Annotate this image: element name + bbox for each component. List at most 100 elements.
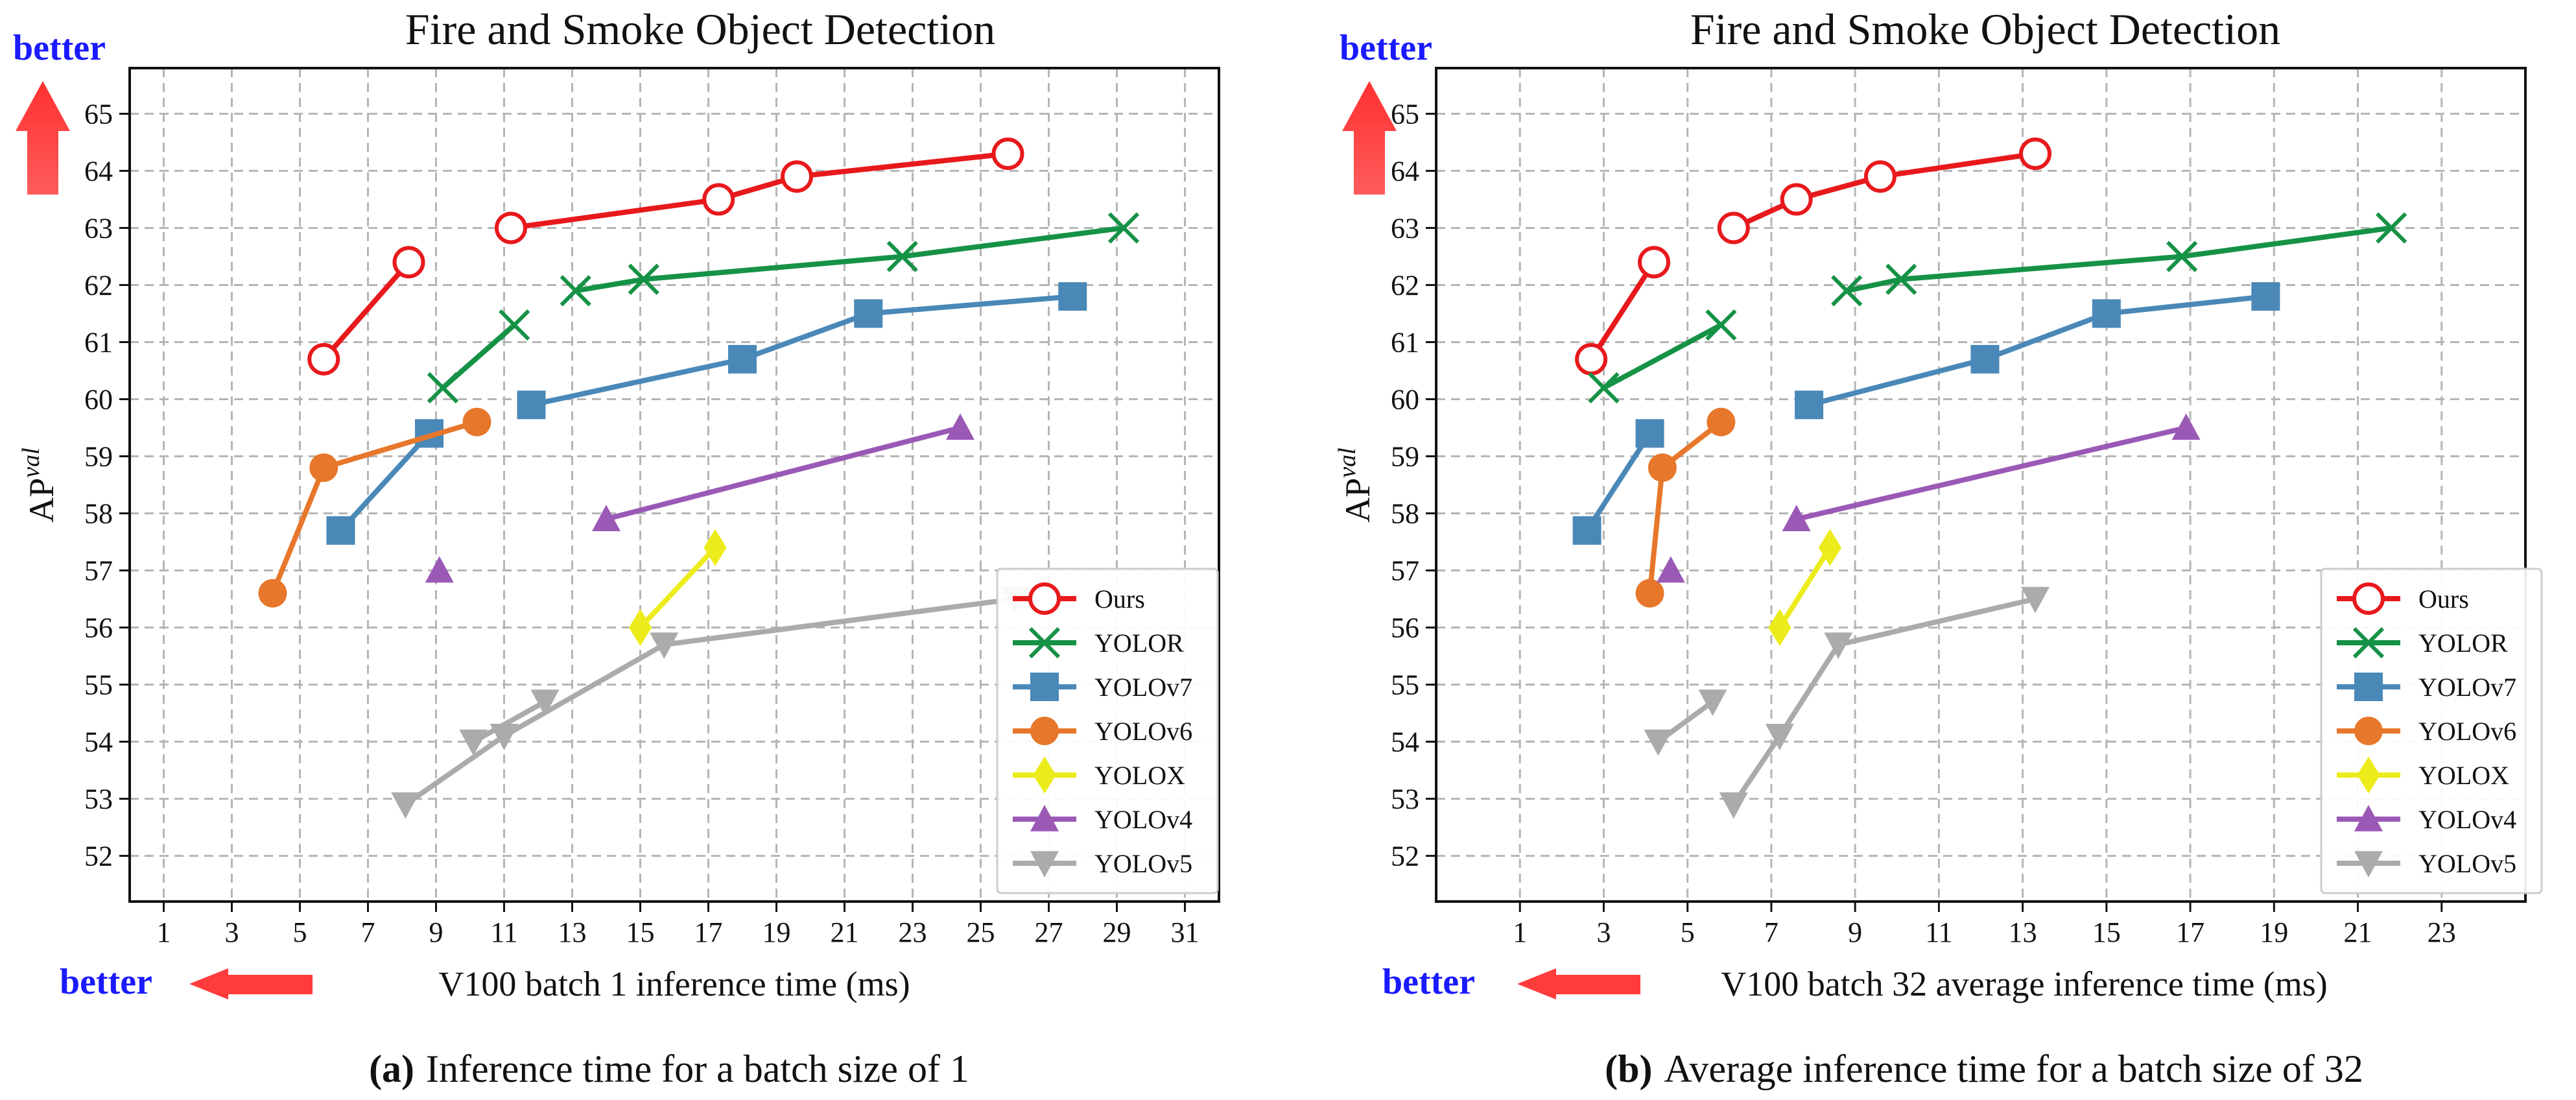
better-arrow-up-a <box>16 81 70 195</box>
series-line-yolov5 <box>472 699 547 745</box>
better-arrow-left-a <box>189 968 313 999</box>
series-yolov5 <box>391 586 1029 819</box>
x-axis-label-a: V100 batch 1 inference time (ms) <box>438 964 910 1003</box>
series-line-ours <box>322 260 411 361</box>
x-tick-label: 13 <box>558 916 587 948</box>
chart-title-a: Fire and Smoke Object Detection <box>405 5 995 54</box>
series-line-yolov7 <box>530 294 1073 408</box>
legend-label: YOLOv5 <box>2418 849 2516 878</box>
legend-a: Ours YOLOR YOLOv7 YOLOv6 YOLOX YOLOv4 YOLOv5 <box>996 568 1219 894</box>
data-point-ours <box>702 183 735 216</box>
data-point-yolov4 <box>1782 505 1811 532</box>
legend-label: YOLOX <box>1094 761 1185 790</box>
better-arrow-left-b <box>1517 968 1640 999</box>
legend-label: YOLOv4 <box>1094 805 1192 834</box>
series-yolov6 <box>1635 407 1736 608</box>
y-tick-label: 57 <box>1391 555 1419 587</box>
x-tick-label: 9 <box>429 916 443 948</box>
y-tick-label: 52 <box>84 841 113 872</box>
y-tick-label: 63 <box>1391 212 1419 244</box>
data-point-yolov4 <box>946 413 975 440</box>
x-tick-label: 23 <box>899 916 927 948</box>
caption-letter-b: (b) <box>1605 1047 1652 1090</box>
series-yolov4 <box>1656 413 2201 583</box>
y-tick-label: 53 <box>1391 783 1419 815</box>
legend-entry-yolov4: YOLOv4 <box>2337 805 2516 834</box>
series-yolor <box>427 212 1140 403</box>
data-point-ours <box>2019 138 2051 171</box>
series-yolov5 <box>1644 586 2050 819</box>
series-yolox <box>1768 529 1841 647</box>
data-point-yolor <box>886 241 918 272</box>
legend-entry-yolox: YOLOX <box>2337 756 2509 794</box>
legend-entry-ours: Ours <box>1013 582 1145 615</box>
x-tick-label: 15 <box>626 916 655 948</box>
caption-b: (b) Average inference time for a batch si… <box>1605 1047 2363 1090</box>
legend-entry-yolov7: YOLOv7 <box>2337 673 2516 702</box>
y-tick-label: 65 <box>1391 98 1419 130</box>
legend-marker-yolov6 <box>2354 717 2383 745</box>
y-tick-label: 57 <box>84 555 113 587</box>
y-tick-label: 62 <box>84 269 113 301</box>
data-point-yolox <box>703 529 727 566</box>
legend-entry-yolor: YOLOR <box>1013 627 1184 659</box>
x-tick-label: 11 <box>490 916 517 948</box>
series-line-yolov5 <box>1731 596 2036 806</box>
x-tick-label: 7 <box>1764 916 1778 948</box>
x-tick-label: 23 <box>2428 916 2456 948</box>
series-line-yolov4 <box>1795 425 2187 522</box>
legend-marker-ours <box>2352 582 2385 615</box>
data-point-ours <box>1638 246 1670 279</box>
data-point-yolov4 <box>1656 556 1685 583</box>
data-point-yolor <box>1588 372 1620 403</box>
legend-marker-yolov6 <box>1030 717 1059 745</box>
data-point-yolov4 <box>2171 413 2201 440</box>
legend-entry-yolov5: YOLOv5 <box>1013 849 1192 878</box>
y-axis-label-sup-b: val <box>1334 448 1361 477</box>
plot-frame-a <box>128 67 1220 903</box>
data-point-ours <box>307 342 340 376</box>
data-point-yolov7 <box>2092 299 2121 328</box>
series-line-yolov7 <box>1585 432 1652 532</box>
data-point-yolov7 <box>854 299 883 328</box>
y-tick-label: 54 <box>84 726 113 758</box>
legend-label: YOLOX <box>2418 761 2509 790</box>
x-tick-label: 11 <box>1925 916 1952 948</box>
legend-entry-yolov7: YOLOv7 <box>1013 673 1192 702</box>
caption-text-a: Inference time for a batch size of 1 <box>426 1047 969 1090</box>
data-point-yolov6 <box>1707 407 1736 436</box>
legend-label: YOLOv5 <box>1094 849 1192 878</box>
legend-entry-yolor: YOLOR <box>2337 627 2508 659</box>
y-tick-label: 58 <box>84 498 113 530</box>
x-tick-label: 7 <box>361 916 375 948</box>
data-point-yolor <box>1831 275 1863 307</box>
series-line-yolor <box>1602 322 1723 390</box>
data-point-yolov7 <box>728 344 757 374</box>
series-group-b <box>1572 138 2407 819</box>
series-yolov7 <box>1572 282 2280 545</box>
y-tick-label: 60 <box>84 383 113 415</box>
data-point-ours <box>1863 160 1897 193</box>
x-tick-label: 17 <box>694 916 723 948</box>
legend-entry-yolov5: YOLOv5 <box>2337 849 2516 878</box>
series-line-ours <box>1732 151 2036 231</box>
series-line-yolov6 <box>1647 420 1723 594</box>
data-point-yolov6 <box>1648 453 1677 483</box>
better-label-top-b: better <box>1340 28 1432 68</box>
data-point-yolov6 <box>1635 579 1664 608</box>
series-yolor <box>1588 212 2407 403</box>
data-point-yolov5 <box>490 724 519 750</box>
series-line-yolov7 <box>338 431 431 532</box>
legend-entry-yolov4: YOLOv4 <box>1013 805 1192 834</box>
y-tick-label: 63 <box>84 212 113 244</box>
legend-entry-ours: Ours <box>2337 582 2469 615</box>
data-point-ours <box>1717 211 1750 245</box>
x-ticks-a: 1 3 5 7 9 11 13 15 17 19 21 23 25 27 29 31 <box>157 902 1199 948</box>
legend-label: YOLOv6 <box>2418 717 2516 746</box>
series-line-ours <box>510 151 1008 231</box>
data-point-yolov5 <box>1644 729 1673 756</box>
legend-b: Ours YOLOR YOLOv7 YOLOv6 YOLOX YOLOv4 YOLOv5 <box>2320 568 2543 894</box>
legend-marker-yolox <box>2357 756 2380 794</box>
x-tick-label: 31 <box>1171 916 1199 948</box>
y-tick-label: 65 <box>84 98 113 130</box>
